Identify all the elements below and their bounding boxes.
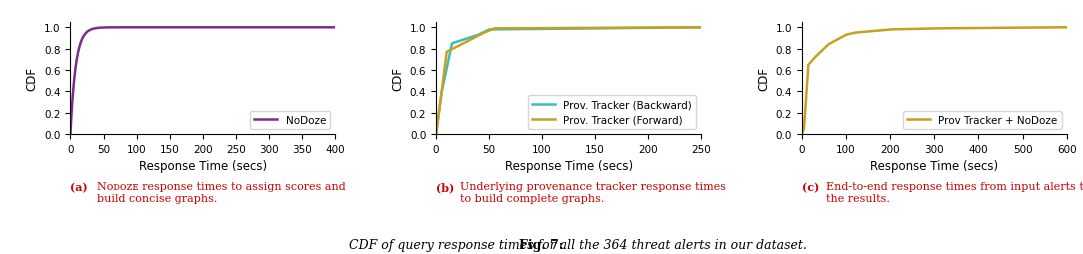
X-axis label: Response Time (secs): Response Time (secs) [505,160,632,173]
Text: CDF of query response times for all the 364 threat alerts in our dataset.: CDF of query response times for all the … [345,239,807,251]
X-axis label: Response Time (secs): Response Time (secs) [139,160,266,173]
Legend: NoDoze: NoDoze [250,111,330,130]
Text: Underlying provenance tracker response times
to build complete graphs.: Underlying provenance tracker response t… [460,182,726,203]
Text: (c): (c) [801,182,823,193]
Legend: Prov Tracker + NoDoze: Prov Tracker + NoDoze [903,111,1061,130]
Text: Nᴏᴅᴏᴢᴇ response times to assign scores and
build concise graphs.: Nᴏᴅᴏᴢᴇ response times to assign scores a… [97,182,347,203]
Text: (b): (b) [436,182,458,193]
Legend: Prov. Tracker (Backward), Prov. Tracker (Forward): Prov. Tracker (Backward), Prov. Tracker … [527,96,696,130]
Y-axis label: CDF: CDF [391,67,404,91]
Y-axis label: CDF: CDF [757,67,770,91]
Text: Fig. 7:: Fig. 7: [519,239,564,251]
X-axis label: Response Time (secs): Response Time (secs) [871,160,999,173]
Y-axis label: CDF: CDF [26,67,39,91]
Text: (a): (a) [70,182,92,193]
Text: End-to-end response times from input alerts to
the results.: End-to-end response times from input ale… [825,182,1083,203]
